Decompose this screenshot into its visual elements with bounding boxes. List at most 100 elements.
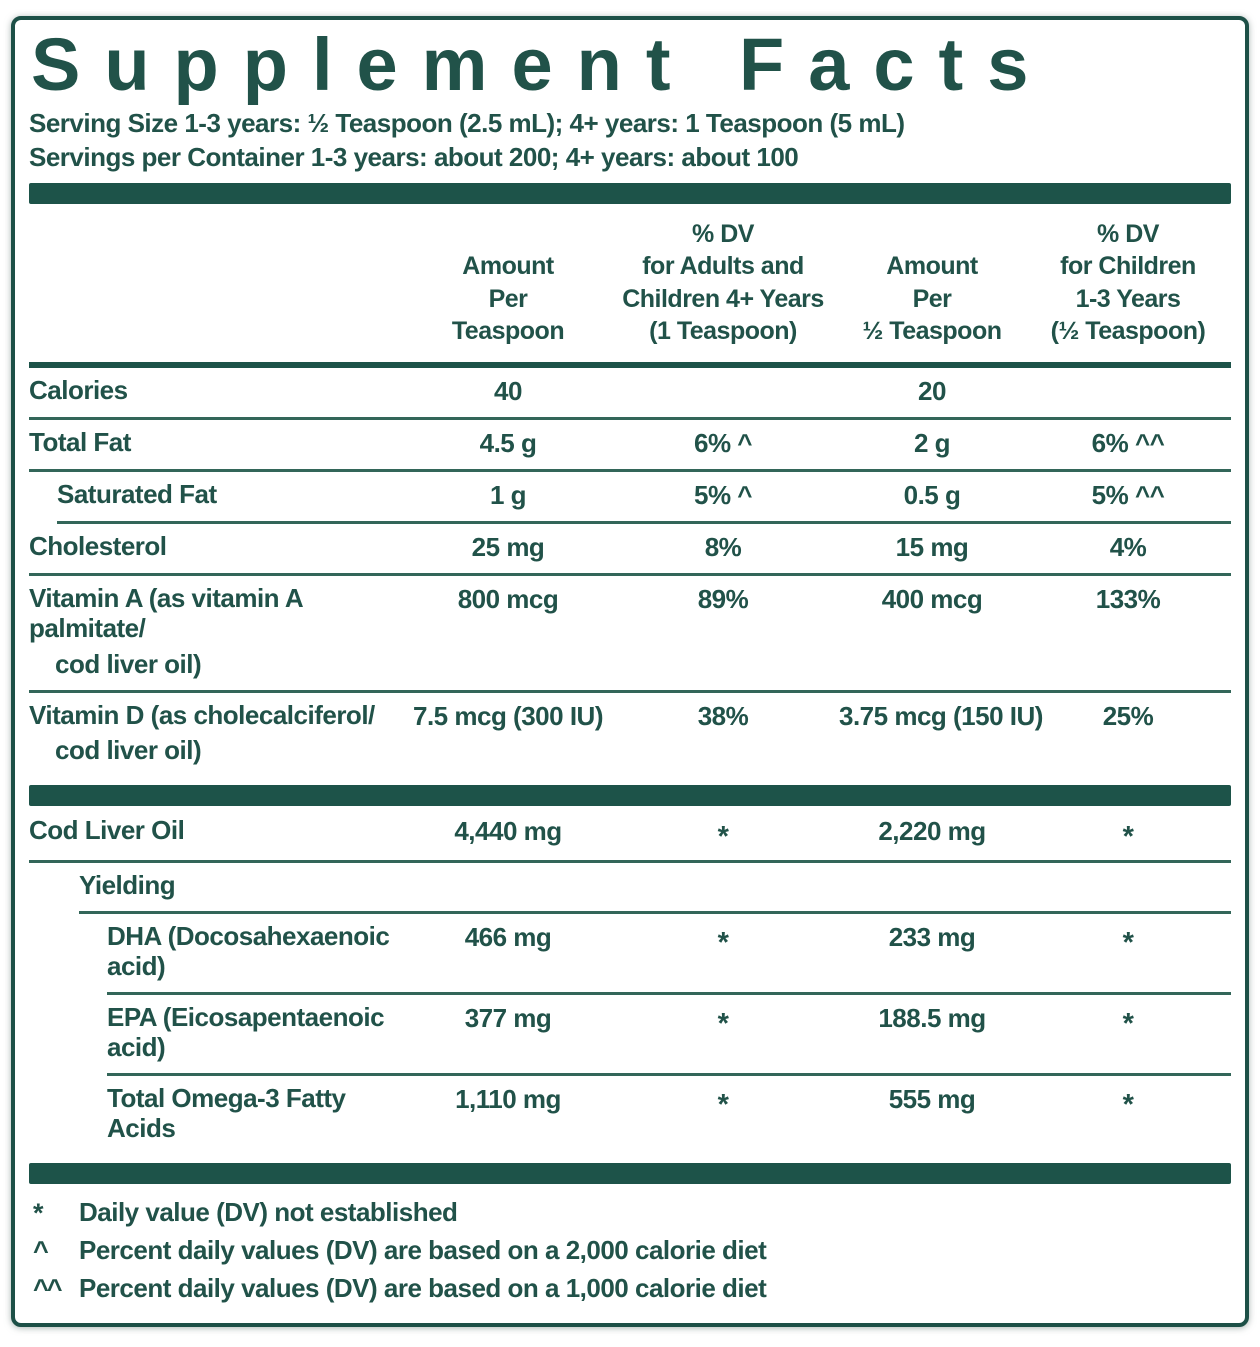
row-label-text: Yielding xyxy=(79,870,176,901)
dv-children-value: 4% xyxy=(1109,531,1147,562)
row-separator xyxy=(107,992,1231,996)
row-label: Calories xyxy=(29,368,409,416)
section-divider-bar-middle xyxy=(29,785,1231,807)
amount-per-teaspoon-value: 466 mg xyxy=(464,922,552,953)
dv-adults-value: 5% ^ xyxy=(694,479,753,510)
header-rule xyxy=(29,361,1231,368)
table-row: Total Fat 4.5 g 6% ^ 2 g 6% ^^ xyxy=(29,420,1231,469)
section-divider-bar-top xyxy=(29,182,1231,204)
table-row: Saturated Fat 1 g 5% ^ 0.5 g 5% ^^ xyxy=(29,472,1231,521)
row-label: Total Omega-3 Fatty Acids xyxy=(29,1076,409,1154)
dv-children-value: * xyxy=(1122,1008,1134,1041)
header-dv-children: % DV for Children 1-3 Years (½ Teaspoon) xyxy=(1050,219,1206,346)
row-separator xyxy=(57,520,1231,524)
table-row: Calories 40 20 xyxy=(29,368,1231,417)
dv-adults-value: * xyxy=(717,927,729,960)
table-row: Vitamin D (as cholecalciferol/cod liver … xyxy=(29,693,1231,777)
row-label: Vitamin D (as cholecalciferol/cod liver … xyxy=(29,693,409,777)
header-amount-per-teaspoon: Amount Per Teaspoon xyxy=(451,252,565,346)
row-label: Total Fat xyxy=(29,420,409,468)
table-row: DHA (Docosahexaenoic acid) 466 mg * 233 … xyxy=(29,914,1231,992)
amount-per-half-teaspoon-value: 20 xyxy=(918,375,946,406)
amount-per-teaspoon-value: 4.5 g xyxy=(479,427,537,458)
footnote-text: Percent daily values (DV) are based on a… xyxy=(79,1235,767,1266)
amount-per-teaspoon-value: 4,440 mg xyxy=(454,816,562,847)
row-label-text: Vitamin D (as cholecalciferol/ xyxy=(29,699,375,730)
amount-per-half-teaspoon-value: 0.5 g xyxy=(903,479,961,510)
supplement-facts-panel: Supplement Facts Serving Size 1-3 years:… xyxy=(11,16,1249,1327)
row-label-text: Vitamin A (as vitamin A palmitate/ xyxy=(29,582,303,643)
serving-info: Serving Size 1-3 years: ½ Teaspoon (2.5 … xyxy=(29,107,1231,174)
row-label: Cholesterol xyxy=(29,524,409,572)
amount-per-teaspoon-value xyxy=(409,863,607,881)
panel-title: Supplement Facts xyxy=(31,24,1053,106)
dv-adults-value: * xyxy=(717,821,729,854)
table-row: Cod Liver Oil 4,440 mg * 2,220 mg * xyxy=(29,808,1231,860)
footnotes: * Daily value (DV) not established ^ Per… xyxy=(29,1194,1231,1309)
row-label: EPA (Eicosapentaenoic acid) xyxy=(29,995,409,1073)
dv-adults-value: 8% xyxy=(704,531,742,562)
dv-children-value: * xyxy=(1122,821,1134,854)
row-label: Saturated Fat xyxy=(29,472,409,520)
row-label: Yielding xyxy=(29,863,409,911)
table-row: Total Omega-3 Fatty Acids 1,110 mg * 555… xyxy=(29,1076,1231,1154)
row-separator xyxy=(29,468,1231,472)
dv-children-value xyxy=(1025,368,1231,386)
row-label-text: Calories xyxy=(29,374,128,405)
dv-adults-value xyxy=(607,863,839,881)
amount-per-teaspoon-value: 40 xyxy=(494,375,522,406)
dv-children-value: 133% xyxy=(1095,583,1161,614)
dv-adults-value: * xyxy=(717,1088,729,1121)
section-divider-bar-bottom xyxy=(29,1162,1231,1184)
amount-per-half-teaspoon-value xyxy=(839,863,1025,881)
row-label-text: Cholesterol xyxy=(29,530,167,561)
header-spacer xyxy=(29,334,409,362)
row-separator xyxy=(29,860,1231,864)
amount-per-half-teaspoon-value: 3.75 mcg (150 IU) xyxy=(839,700,1043,731)
footnote-1000-calorie: ^^ Percent daily values (DV) are based o… xyxy=(29,1270,1231,1308)
header-dv-adults: % DV for Adults and Children 4+ Years (1… xyxy=(622,219,824,346)
servings-per-container-line: Servings per Container 1-3 years: about … xyxy=(29,141,799,172)
amount-per-half-teaspoon-value: 555 mg xyxy=(888,1083,976,1114)
dv-children-value: * xyxy=(1122,927,1134,960)
amount-per-teaspoon-value: 7.5 mcg (300 IU) xyxy=(413,700,603,731)
table-row: Yielding xyxy=(29,863,1231,911)
amount-per-half-teaspoon-value: 15 mg xyxy=(895,531,969,562)
dv-children-value xyxy=(1025,863,1231,881)
amount-per-teaspoon-value: 377 mg xyxy=(464,1003,552,1034)
footnote-dv-not-established: * Daily value (DV) not established xyxy=(29,1194,1231,1232)
footnote-text: Daily value (DV) not established xyxy=(79,1196,458,1227)
dv-adults-value: 38% xyxy=(697,700,749,731)
amount-per-teaspoon-value: 1 g xyxy=(489,479,527,510)
table-header-row: Amount Per Teaspoon % DV for Adults and … xyxy=(29,204,1231,362)
dv-children-value: * xyxy=(1122,1088,1134,1121)
row-label: Vitamin A (as vitamin A palmitate/cod li… xyxy=(29,576,409,690)
serving-size-line: Serving Size 1-3 years: ½ Teaspoon (2.5 … xyxy=(29,108,905,139)
table-row: Cholesterol 25 mg 8% 15 mg 4% xyxy=(29,524,1231,573)
row-label-text: Total Omega-3 Fatty Acids xyxy=(107,1082,346,1143)
dv-adults-value xyxy=(607,368,839,386)
footnote-text: Percent daily values (DV) are based on a… xyxy=(79,1273,767,1304)
row-label: DHA (Docosahexaenoic acid) xyxy=(29,914,409,992)
row-label-text: Saturated Fat xyxy=(57,478,217,509)
amount-per-teaspoon-value: 800 mcg xyxy=(457,583,559,614)
dv-children-value: 6% ^^ xyxy=(1091,427,1165,458)
row-label-text: Cod Liver Oil xyxy=(29,815,185,846)
row-label-line2: cod liver oil) xyxy=(55,735,202,766)
amount-per-half-teaspoon-value: 233 mg xyxy=(888,922,976,953)
table-row: Vitamin A (as vitamin A palmitate/cod li… xyxy=(29,576,1231,690)
amount-per-half-teaspoon-value: 188.5 mg xyxy=(878,1003,986,1034)
amount-per-half-teaspoon-value: 2,220 mg xyxy=(878,816,986,847)
amount-per-teaspoon-value: 1,110 mg xyxy=(455,1083,561,1114)
row-label-line2: cod liver oil) xyxy=(55,648,202,679)
row-label-text: DHA (Docosahexaenoic acid) xyxy=(107,921,390,982)
row-separator xyxy=(29,689,1231,693)
row-separator xyxy=(29,572,1231,576)
row-label-text: EPA (Eicosapentaenoic acid) xyxy=(107,1002,385,1063)
header-amount-per-half-teaspoon: Amount Per ½ Teaspoon xyxy=(862,252,1002,346)
table-row: EPA (Eicosapentaenoic acid) 377 mg * 188… xyxy=(29,995,1231,1073)
footnote-symbol: ^^ xyxy=(33,1274,63,1305)
row-separator xyxy=(107,1072,1231,1076)
dv-adults-value: 6% ^ xyxy=(694,427,753,458)
footnote-2000-calorie: ^ Percent daily values (DV) are based on… xyxy=(29,1232,1231,1270)
